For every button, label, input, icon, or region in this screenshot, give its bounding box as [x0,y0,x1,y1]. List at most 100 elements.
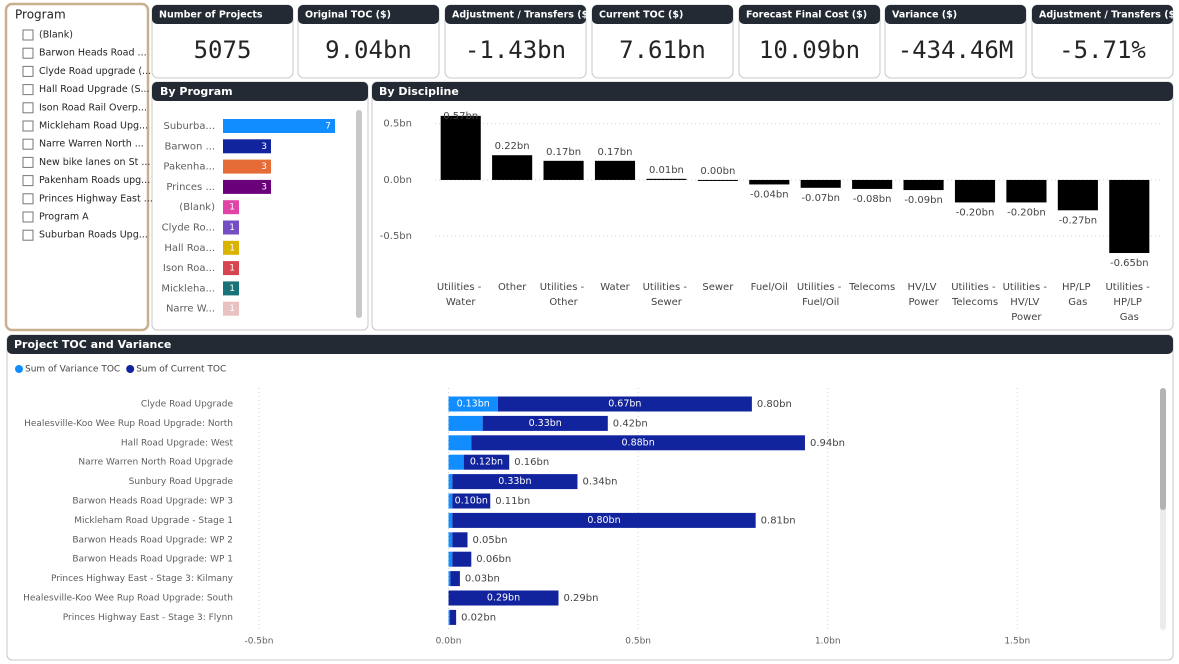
data-label: 1 [229,243,235,253]
slicer-item[interactable]: Clyde Road upgrade (... [39,66,151,77]
checkbox[interactable] [22,229,34,241]
bar [1057,179,1098,211]
data-label: 3 [261,162,267,172]
panel-header [7,335,1173,354]
category-label: Barwon Heads Road Upgrade: WP 2 [72,535,233,545]
total-label: 0.80bn [757,399,792,410]
checkbox[interactable] [22,47,34,59]
bar [800,179,841,188]
legend-marker [15,365,23,373]
category-label: Clyde Ro... [162,223,215,234]
panel-title: By Program [160,85,233,98]
checkbox[interactable] [22,84,34,96]
slicer-item[interactable]: Princes Highway East ... [39,193,153,204]
category-label: Mickleham Road Upgrade - Stage 1 [74,516,233,526]
category-label: Princes Highway East - Stage 3: Flynn [63,613,233,623]
card-value: 9.04bn [325,36,412,64]
checkbox[interactable] [22,156,34,168]
bar [223,301,239,316]
category-label: Barwon Heads Road Upgrade: WP 3 [72,497,233,507]
total-label: 0.29bn [564,593,599,604]
y-tick-label: -0.5bn [380,231,412,242]
slicer-item[interactable]: Pakenham Roads upg... [39,175,150,186]
card-value: -5.71% [1059,36,1146,64]
scrollbar[interactable] [356,110,362,318]
x-tick-label: Telecoms [848,282,895,293]
card-label: Adjustment / Transfers ($) [1039,10,1179,21]
data-label: 0.33bn [498,476,531,487]
data-label: 1 [229,223,235,233]
card-label: Current TOC ($) [599,10,683,21]
bar [440,115,481,180]
slicer-frame [4,2,150,332]
bar-segment [448,396,498,412]
checkbox[interactable] [22,65,34,77]
bar-segment [448,454,464,470]
checkbox[interactable] [22,29,34,41]
slicer-item[interactable]: Suburban Roads Upg... [39,230,148,241]
bar-segment [471,435,805,451]
bar [594,160,636,180]
data-label: -0.20bn [1007,207,1046,218]
bar-segment [448,512,453,528]
checkbox[interactable] [22,193,34,205]
card-label: Adjustment / Transfers ($) [452,10,593,21]
card-value: 10.09bn [759,36,860,64]
total-label: 0.11bn [495,496,530,507]
bar [697,179,738,181]
card-label: Original TOC ($) [305,10,391,21]
x-tick-label: Utilities - Sewer [643,282,691,308]
bar-segment [448,415,483,431]
bar-segment [449,609,457,625]
checkbox[interactable] [22,138,34,150]
card-value: -1.43bn [465,36,566,64]
x-tick-label: HP/LP Gas [1062,282,1094,308]
data-label: -0.20bn [956,207,995,218]
checkbox[interactable] [22,175,34,187]
slicer-item[interactable]: Hall Road Upgrade (S... [39,84,150,95]
data-label: 0.17bn [546,147,581,158]
checkbox[interactable] [22,211,34,223]
bar-segment [452,532,468,548]
card-label: Variance ($) [892,10,957,21]
category-label: Pakenha... [163,162,215,173]
y-tick-label: 0.0bn [383,175,412,186]
slicer-item[interactable]: Narre Warren North ... [39,139,144,150]
category-label: Princes ... [166,182,215,193]
x-tick-label: HV/LV Power [907,282,939,308]
bar-segment [452,474,578,490]
data-label: 1 [229,284,235,294]
bar [223,179,271,194]
data-label: 3 [261,142,267,152]
slicer-item[interactable]: Barwon Heads Road ... [39,48,147,59]
card-header [885,5,1026,24]
bar-segment [448,435,472,451]
slicer-item[interactable]: Program A [39,212,89,223]
slicer-item[interactable]: Mickleham Road Upg... [39,121,148,132]
data-label: 0.67bn [608,399,641,410]
checkbox[interactable] [22,120,34,132]
data-label: -0.27bn [1059,215,1098,226]
card-header [445,5,586,24]
bar [223,139,271,154]
bar [223,240,239,255]
slicer-item[interactable]: New bike lanes on St ... [39,157,150,168]
category-label: Healesville-Koo Wee Rup Road Upgrade: No… [24,419,233,429]
x-tick-label: 1.0bn [815,637,841,647]
bar-segment [448,590,559,606]
card-header [298,5,439,24]
bar-segment [497,396,752,412]
slicer-item[interactable]: Ison Road Rail Overp... [39,102,147,113]
scrollbar[interactable] [1160,388,1166,510]
data-label: 0.13bn [457,399,490,410]
x-tick-label: Utilities - Other [540,282,588,308]
category-label: Healesville-Koo Wee Rup Road Upgrade: So… [23,594,233,604]
x-tick-label: Utilities - Telecoms [951,282,999,308]
checkbox[interactable] [22,102,34,114]
panel-title: By Discipline [379,85,459,98]
data-label: 0.57bn [443,111,478,122]
category-label: (Blank) [179,202,215,213]
data-label: 1 [229,304,235,314]
slicer-item[interactable]: (Blank) [39,30,73,41]
bar-segment [448,474,453,490]
